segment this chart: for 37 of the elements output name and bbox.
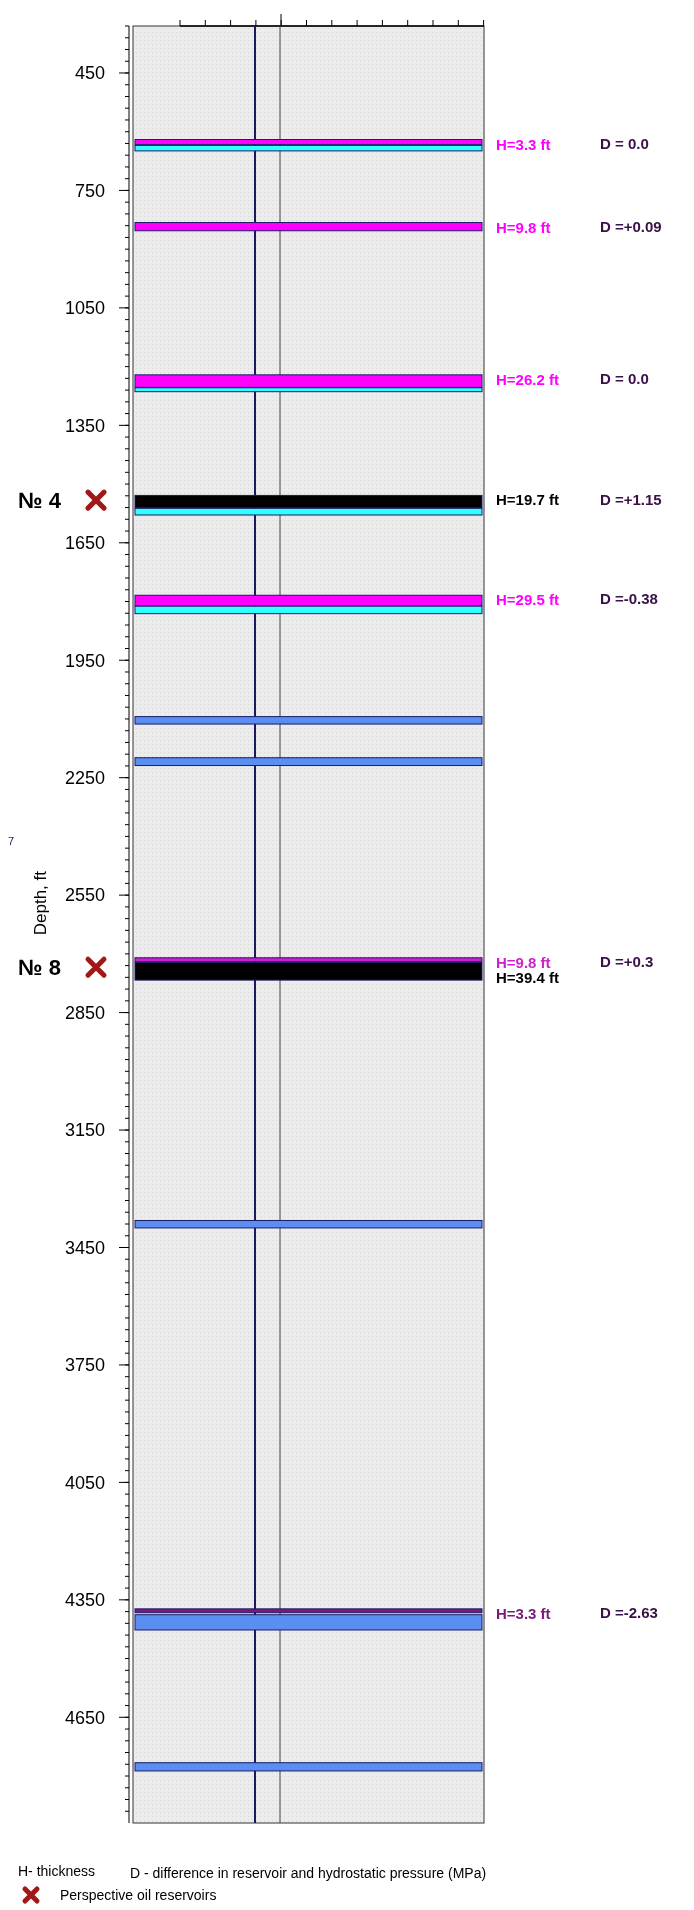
annotation: D =-2.63 [600,1603,658,1621]
y-tick-label: 3150 [64,1120,105,1141]
annotation: H=39.4 ft [496,968,559,986]
annotation: D =-0.38 [600,590,658,608]
y-axis-title: Depth, ft [31,870,50,936]
annotation: D =+1.15 [600,490,662,508]
text: D - difference in reservoir and hydrostatic pressure (MPa) [130,1865,487,1881]
annotation: D = 0.0 [600,369,649,387]
y-tick-label: 4650 [64,1707,105,1728]
y-tick-label: 3750 [64,1355,105,1376]
annotation: H=19.7 ft [496,491,559,509]
annotation: H=3.3 ft [496,135,551,153]
annotation: H=26.2 ft [496,370,559,388]
y-tick-label: 4050 [64,1472,105,1493]
text: H- thickness [18,1863,96,1879]
y-tick-label: 3450 [64,1237,105,1258]
annotation: 7 [8,835,15,848]
annotation: H=29.5 ft [496,591,559,609]
y-tick-label: 4350 [64,1590,105,1611]
y-tick-label: 1650 [64,533,105,554]
y-tick-label: 1050 [64,298,105,319]
annotation: D =+0.3 [600,952,654,970]
y-tick-label: 1350 [64,415,105,436]
y-tick-label: 750 [74,180,105,201]
annotation: № 8 [18,955,61,981]
y-tick-label: 2250 [64,767,105,788]
y-tick-label: 450 [74,63,105,84]
y-tick-label: 2850 [64,1002,105,1023]
annotation: H=9.8 ft [496,953,551,971]
y-tick-label: 1950 [64,650,105,671]
annotation: D =+0.09 [600,217,662,235]
annotation: H=3.3 ft [496,1604,551,1622]
annotation: H=9.8 ft [496,218,551,236]
annotation: D = 0.0 [600,134,649,152]
annotation: № 4 [18,488,62,514]
text: Perspective oil reservoirs [60,1887,217,1903]
y-tick-label: 2550 [64,885,105,906]
